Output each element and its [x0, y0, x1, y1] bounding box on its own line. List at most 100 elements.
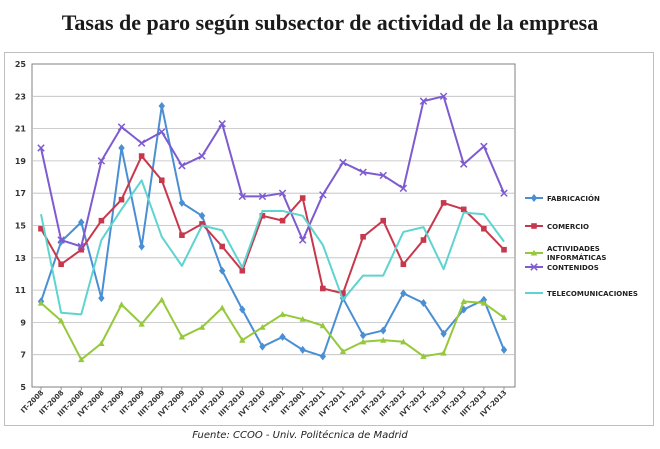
data-point-contenidos	[238, 192, 247, 201]
data-point-actividades-informaticas	[198, 324, 206, 330]
marker-stroke	[57, 236, 65, 244]
data-point-comercio	[460, 206, 467, 213]
data-point-comercio	[179, 232, 185, 238]
data-point-contenidos	[298, 236, 307, 244]
series-line-telecomunicaciones	[40, 179, 505, 316]
data-point-contenidos	[218, 120, 226, 128]
data-point-comercio	[158, 177, 165, 184]
data-point-actividades-informaticas	[400, 338, 407, 345]
data-point-fabricacion	[138, 242, 145, 251]
data-point-fabricacion	[400, 289, 407, 298]
data-point-actividades-informaticas	[158, 296, 165, 303]
marker-stroke	[117, 123, 126, 131]
data-point-fabricacion	[440, 329, 447, 338]
marker-stroke	[339, 158, 347, 167]
data-point-fabricacion	[78, 218, 85, 227]
legend-label: FABRICACIÓN	[547, 194, 600, 203]
legend-item-fabricacion: FABRICACIÓN	[525, 194, 600, 203]
marker-stroke	[238, 192, 247, 201]
data-point-comercio	[299, 195, 306, 201]
data-point-contenidos	[339, 158, 347, 167]
marker-stroke	[258, 192, 267, 201]
data-point-actividades-informaticas	[239, 336, 246, 343]
data-point-contenidos	[117, 123, 126, 131]
marker-stroke	[319, 191, 327, 199]
data-point-fabricacion	[480, 295, 488, 304]
legend-marker	[530, 249, 538, 256]
legend-label: COMERCIO	[547, 223, 589, 231]
data-point-contenidos	[198, 152, 206, 160]
data-point-actividades-informaticas	[500, 314, 508, 321]
data-point-actividades-informaticas	[440, 349, 447, 356]
data-point-actividades-informaticas	[279, 311, 286, 317]
y-tick-label: 9	[20, 318, 26, 327]
data-point-comercio	[420, 237, 427, 243]
legend-marker	[531, 223, 537, 229]
data-point-actividades-informaticas	[138, 320, 145, 327]
data-point-contenidos	[278, 189, 287, 197]
data-point-fabricacion	[319, 352, 327, 361]
marker-stroke	[37, 144, 45, 152]
marker-stroke	[97, 157, 106, 165]
legend-marker	[530, 194, 538, 202]
marker-stroke	[158, 128, 166, 136]
data-point-comercio	[138, 153, 145, 159]
marker-stroke	[137, 139, 146, 147]
legend-item-telecomunicaciones: TELECOMUNICACIONES	[525, 290, 638, 298]
data-point-comercio	[360, 234, 366, 240]
marker-stroke	[278, 189, 287, 197]
data-point-comercio	[279, 217, 286, 224]
legend-label: CONTENIDOS	[547, 264, 599, 272]
data-point-comercio	[440, 200, 447, 206]
data-point-comercio	[400, 261, 407, 268]
data-point-contenidos	[460, 160, 468, 168]
data-point-fabricacion	[259, 342, 266, 351]
marker-stroke	[218, 120, 226, 128]
marker-stroke	[480, 142, 488, 151]
data-point-actividades-informaticas	[380, 336, 387, 343]
data-point-comercio	[98, 217, 105, 224]
data-point-fabricacion	[118, 143, 125, 152]
legend: FABRICACIÓN COMERCIO ACTIVIDADES INFORMÁTIC…	[525, 194, 638, 298]
marker-stroke	[298, 236, 307, 244]
data-point-contenidos	[379, 171, 387, 180]
legend-label: ACTIVIDADES INFORMÁTICAS	[547, 245, 606, 262]
data-point-comercio	[239, 267, 246, 274]
data-point-comercio	[199, 221, 205, 227]
data-point-actividades-informaticas	[98, 340, 105, 346]
series-line-actividades-informaticas	[40, 298, 505, 361]
data-point-comercio	[481, 225, 487, 232]
y-tick-label: 13	[15, 254, 26, 263]
data-point-actividades-informaticas	[178, 333, 186, 340]
data-point-actividades-informaticas	[118, 301, 125, 308]
marker-stroke	[460, 160, 468, 168]
data-point-contenidos	[439, 92, 448, 101]
data-point-actividades-informaticas	[420, 353, 427, 359]
data-point-actividades-informaticas	[319, 322, 327, 329]
data-point-fabricacion	[500, 345, 508, 354]
data-point-actividades-informaticas	[480, 299, 488, 306]
data-point-fabricacion	[158, 101, 165, 110]
data-point-actividades-informaticas	[339, 348, 347, 355]
data-point-fabricacion	[359, 331, 367, 340]
data-point-fabricacion	[299, 345, 306, 354]
marker-stroke	[500, 189, 508, 197]
data-point-comercio	[380, 217, 387, 224]
marker-stroke	[198, 152, 206, 160]
line-chart: 5 7 9 11 13 15 17 19 21 23 25 IT-2008IIT-2008IIIT-…	[15, 60, 638, 419]
data-point-actividades-informaticas	[218, 304, 226, 311]
data-point-fabricacion	[178, 198, 186, 207]
legend-label: TELECOMUNICACIONES	[547, 290, 638, 298]
data-point-contenidos	[500, 189, 508, 197]
data-point-fabricacion	[218, 266, 226, 275]
data-point-actividades-informaticas	[299, 315, 306, 322]
y-tick-label: 15	[15, 222, 27, 231]
data-point-contenidos	[178, 162, 186, 170]
data-point-contenidos	[480, 142, 488, 151]
series-actividades-informaticas	[37, 296, 508, 363]
series-telecomunicaciones	[40, 179, 505, 316]
y-tick-label: 5	[20, 383, 26, 392]
data-point-contenidos	[258, 192, 267, 201]
y-tick-label: 21	[15, 125, 27, 134]
data-point-comercio	[340, 290, 346, 297]
